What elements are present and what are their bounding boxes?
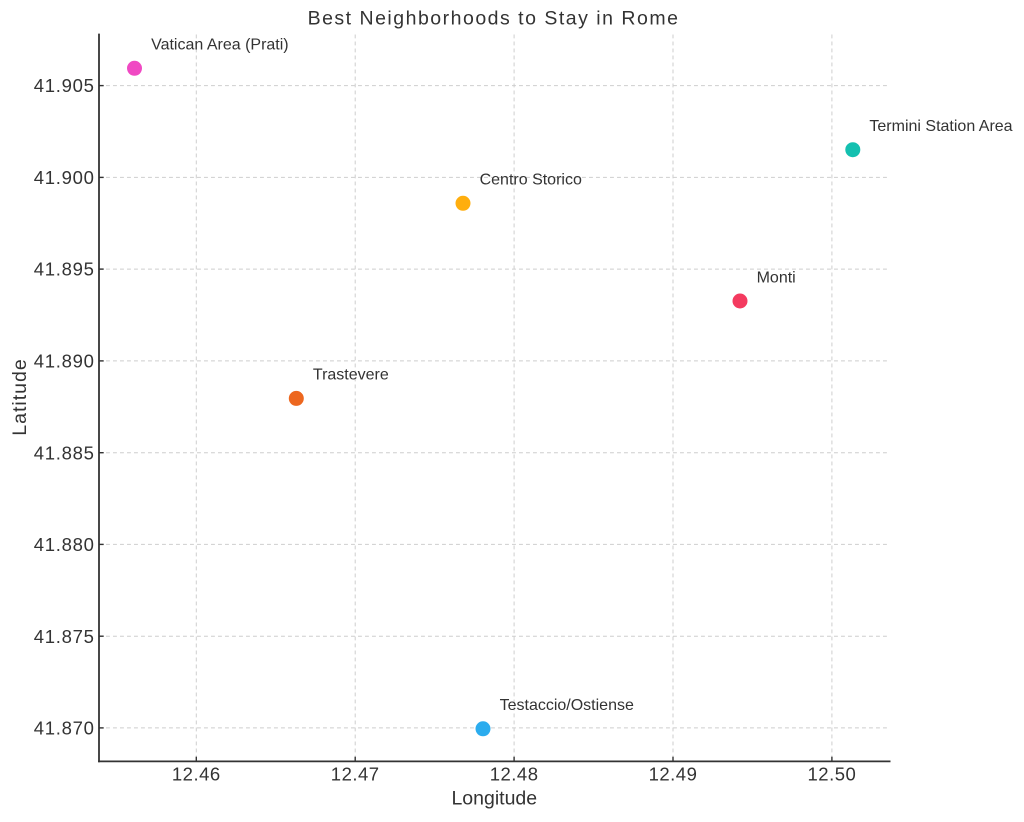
svg-text:41.890: 41.890 — [34, 351, 95, 372]
svg-text:Longitude: Longitude — [451, 788, 537, 810]
svg-text:12.49: 12.49 — [649, 763, 698, 784]
svg-text:41.875: 41.875 — [34, 626, 95, 647]
svg-text:Vatican Area (Prati): Vatican Area (Prati) — [151, 37, 289, 54]
svg-text:Latitude: Latitude — [9, 358, 31, 435]
svg-text:12.46: 12.46 — [172, 763, 221, 784]
svg-text:Trastevere: Trastevere — [313, 367, 389, 384]
svg-text:41.895: 41.895 — [34, 259, 95, 280]
svg-text:41.885: 41.885 — [34, 442, 95, 463]
svg-text:12.47: 12.47 — [331, 763, 380, 784]
svg-text:41.900: 41.900 — [34, 167, 95, 188]
svg-text:Testaccio/Ostiense: Testaccio/Ostiense — [500, 697, 634, 714]
svg-text:Best Neighborhoods to Stay in: Best Neighborhoods to Stay in Rome — [308, 8, 680, 30]
svg-text:41.905: 41.905 — [34, 75, 95, 96]
svg-text:Termini Station Area: Termini Station Area — [869, 118, 1012, 135]
svg-text:Centro Storico: Centro Storico — [480, 172, 582, 189]
svg-text:12.50: 12.50 — [808, 763, 857, 784]
svg-text:Monti: Monti — [757, 269, 796, 286]
svg-text:41.880: 41.880 — [34, 534, 95, 555]
svg-text:41.870: 41.870 — [34, 718, 95, 739]
svg-text:12.48: 12.48 — [490, 763, 539, 784]
